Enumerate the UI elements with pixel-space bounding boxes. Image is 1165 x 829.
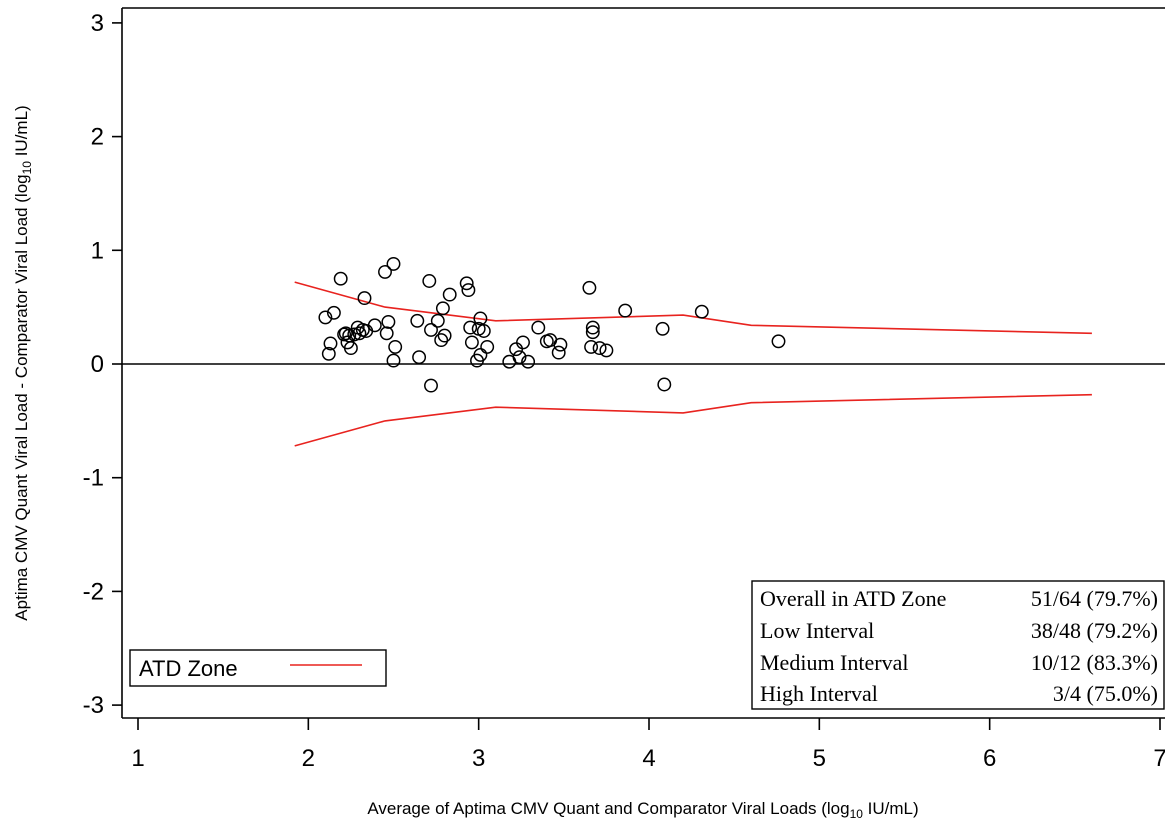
data-point — [473, 311, 488, 326]
data-point — [422, 274, 437, 288]
atd-zone-lines — [294, 281, 1092, 447]
data-point — [388, 339, 403, 354]
data-point — [476, 324, 491, 338]
stats-label-medium: Medium Interval — [760, 650, 908, 675]
data-point — [318, 310, 333, 325]
data-point — [430, 313, 445, 328]
data-point — [337, 327, 352, 342]
y-tick-label: -2 — [83, 578, 104, 605]
data-point — [657, 377, 672, 392]
data-point — [516, 335, 530, 350]
data-point — [434, 333, 449, 348]
y-axis-title: Aptima CMV Quant Viral Load - Comparator… — [12, 105, 34, 620]
data-point — [442, 287, 457, 302]
data-point — [585, 325, 600, 340]
data-point — [333, 271, 348, 286]
plot-frame — [121, 7, 1165, 719]
stats-value-low: 38/48 (79.2%) — [1031, 618, 1158, 643]
data-point — [424, 322, 438, 337]
data-point — [599, 343, 614, 358]
stats-label-low: Low Interval — [760, 618, 874, 643]
data-point — [435, 301, 450, 316]
stats-value-overall: 51/64 (79.7%) — [1031, 586, 1158, 611]
data-point — [321, 346, 336, 361]
y-tick-label: 3 — [91, 10, 104, 37]
y-tick-label: 1 — [91, 237, 104, 264]
data-point — [463, 320, 478, 335]
stats-table: Overall in ATD Zone 51/64 (79.7%) Low In… — [751, 580, 1165, 710]
data-point — [592, 341, 607, 356]
data-point — [551, 345, 566, 360]
data-point — [512, 350, 527, 365]
stats-value-high: 3/4 (75.0%) — [1053, 681, 1158, 706]
data-point — [618, 303, 633, 318]
data-point — [412, 350, 427, 365]
data-point — [379, 326, 394, 341]
data-point — [437, 328, 452, 343]
data-point — [694, 304, 709, 319]
data-point — [352, 326, 367, 341]
x-tick-label: 2 — [302, 745, 315, 772]
data-point — [553, 337, 568, 352]
data-point — [386, 256, 401, 271]
data-point — [461, 283, 476, 298]
data-point — [381, 314, 396, 329]
data-point — [531, 320, 546, 335]
data-point — [367, 318, 382, 333]
data-point — [357, 291, 372, 306]
data-point — [585, 320, 600, 335]
x-tick-label: 7 — [1153, 745, 1165, 772]
atd-lower-line — [294, 393, 1092, 447]
data-point — [323, 336, 338, 351]
data-points — [318, 256, 786, 393]
data-point — [326, 305, 341, 320]
data-point — [582, 280, 597, 295]
legend-label: ATD Zone — [139, 656, 238, 681]
data-point — [464, 335, 479, 350]
data-point — [378, 264, 392, 279]
data-point — [386, 353, 401, 368]
data-point — [343, 341, 358, 356]
stats-label-overall: Overall in ATD Zone — [760, 586, 946, 611]
data-point — [509, 342, 524, 357]
data-point — [521, 354, 536, 369]
y-tick-label: 2 — [91, 124, 104, 151]
x-tick-label: 4 — [642, 745, 655, 772]
x-tick-label: 6 — [983, 745, 996, 772]
stats-box — [751, 580, 1165, 710]
y-tick-label: -1 — [83, 465, 104, 492]
y-axis-ticks: 3 2 1 0 -1 -2 -3 — [83, 10, 122, 719]
x-axis-title: Average of Aptima CMV Quant and Comparat… — [367, 799, 918, 821]
data-point — [771, 334, 786, 349]
data-point — [424, 378, 438, 393]
x-axis-ticks: 1 2 3 4 5 6 7 — [131, 718, 1165, 772]
atd-upper-line — [294, 281, 1092, 335]
x-tick-label: 3 — [472, 745, 485, 772]
data-point — [480, 339, 495, 354]
data-point — [338, 326, 353, 341]
x-tick-label: 1 — [131, 745, 144, 772]
data-point — [459, 276, 474, 291]
x-tick-label: 5 — [813, 745, 826, 772]
y-tick-label: -3 — [83, 692, 104, 719]
data-point — [584, 339, 599, 354]
y-tick-label: 0 — [91, 351, 104, 378]
data-point — [655, 321, 670, 336]
stats-label-high: High Interval — [760, 681, 878, 706]
legend-box — [129, 649, 387, 687]
stats-value-medium: 10/12 (83.3%) — [1031, 650, 1158, 675]
data-point — [473, 347, 488, 362]
data-point — [410, 313, 425, 328]
legend: ATD Zone — [129, 649, 387, 687]
